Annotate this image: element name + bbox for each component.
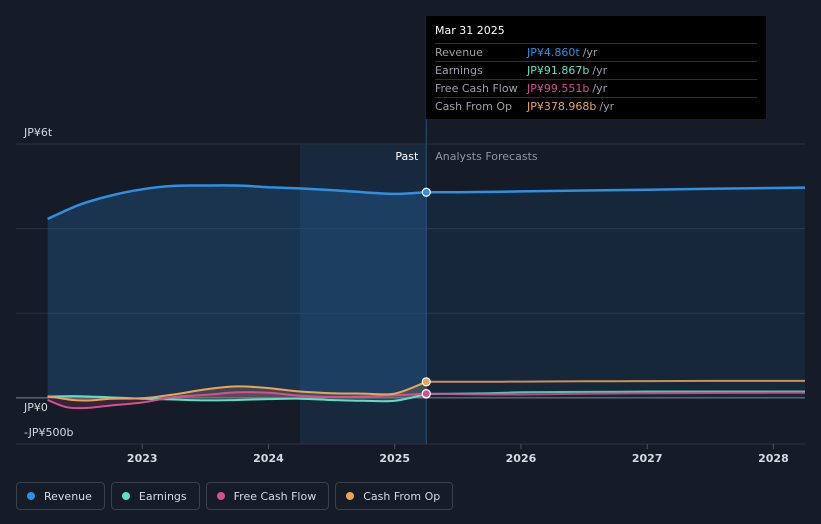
tooltip-value: JP¥91.867b xyxy=(527,64,590,77)
revenue-past-line xyxy=(47,184,427,221)
cash-from-op-forecast-line xyxy=(426,379,805,383)
tooltip-row-revenue: Revenue JP¥4.860t /yr xyxy=(435,43,757,61)
legend-dot-icon xyxy=(346,492,355,500)
x-tick-label: 2026 xyxy=(506,452,537,465)
tooltip-value: JP¥4.860t xyxy=(527,46,580,59)
tooltip-label: Earnings xyxy=(435,64,483,77)
cash-from-op-past-line xyxy=(47,380,427,402)
legend-item-earnings[interactable]: Earnings xyxy=(110,482,200,510)
revenue-area xyxy=(47,185,427,398)
y-axis-zero-label: JP¥0 xyxy=(23,401,48,414)
legend-label: Cash From Op xyxy=(363,489,441,503)
revenue-marker xyxy=(421,187,431,197)
cash-from-op-area xyxy=(47,381,427,401)
legend-label: Revenue xyxy=(44,489,92,503)
tooltip-value: JP¥378.968b xyxy=(527,100,597,113)
tooltip: Mar 31 2025 Revenue JP¥4.860t /yr Earnin… xyxy=(426,16,766,119)
cash-from-op-marker xyxy=(421,377,431,387)
legend-dot-icon xyxy=(27,492,35,500)
y-axis-bottom-label: -JP¥500b xyxy=(24,426,73,439)
free-cash-flow-area xyxy=(47,392,427,409)
tooltip-label: Revenue xyxy=(435,46,483,59)
y-axis-top-label: JP¥6t xyxy=(23,126,53,139)
tooltip-row-cash-from-op: Cash From Op JP¥378.968b /yr xyxy=(435,97,757,115)
tooltip-unit: /yr xyxy=(592,82,608,95)
forecast-label: Analysts Forecasts xyxy=(435,150,538,163)
free-cash-flow-marker xyxy=(421,389,431,399)
legend-item-free-cash-flow[interactable]: Free Cash Flow xyxy=(205,482,330,510)
legend-dot-icon xyxy=(121,492,130,500)
free-cash-flow-past-line xyxy=(47,391,427,410)
x-tick-label: 2024 xyxy=(253,452,284,465)
earnings-forecast-line xyxy=(426,390,805,395)
legend-item-revenue[interactable]: Revenue xyxy=(16,482,105,510)
x-tick-label: 2027 xyxy=(632,452,663,465)
legend-item-cash-from-op[interactable]: Cash From Op xyxy=(335,482,454,510)
legend-dot-icon xyxy=(216,492,225,500)
tooltip-label: Cash From Op xyxy=(435,100,513,113)
tooltip-label: Free Cash Flow xyxy=(435,82,518,95)
x-tick-label: 2028 xyxy=(758,452,789,465)
x-tick-label: 2023 xyxy=(127,452,158,465)
legend: Revenue Earnings Free Cash Flow Cash Fro… xyxy=(16,482,454,510)
tooltip-unit: /yr xyxy=(599,100,615,113)
tooltip-row-free-cash-flow: Free Cash Flow JP¥99.551b /yr xyxy=(435,79,757,97)
tooltip-date: Mar 31 2025 xyxy=(435,24,505,37)
tooltip-value: JP¥99.551b xyxy=(527,82,590,95)
tooltip-row-earnings: Earnings JP¥91.867b /yr xyxy=(435,61,757,79)
revenue-forecast-line xyxy=(426,186,806,194)
free-cash-flow-forecast-line xyxy=(426,391,806,396)
tooltip-unit: /yr xyxy=(582,46,598,59)
past-label: Past xyxy=(395,150,419,163)
revenue-forecast-area xyxy=(426,187,805,398)
legend-label: Free Cash Flow xyxy=(233,489,317,503)
earnings-past-line xyxy=(47,393,427,403)
x-tick-label: 2025 xyxy=(379,452,410,465)
tooltip-unit: /yr xyxy=(592,64,608,77)
legend-label: Earnings xyxy=(138,489,187,503)
